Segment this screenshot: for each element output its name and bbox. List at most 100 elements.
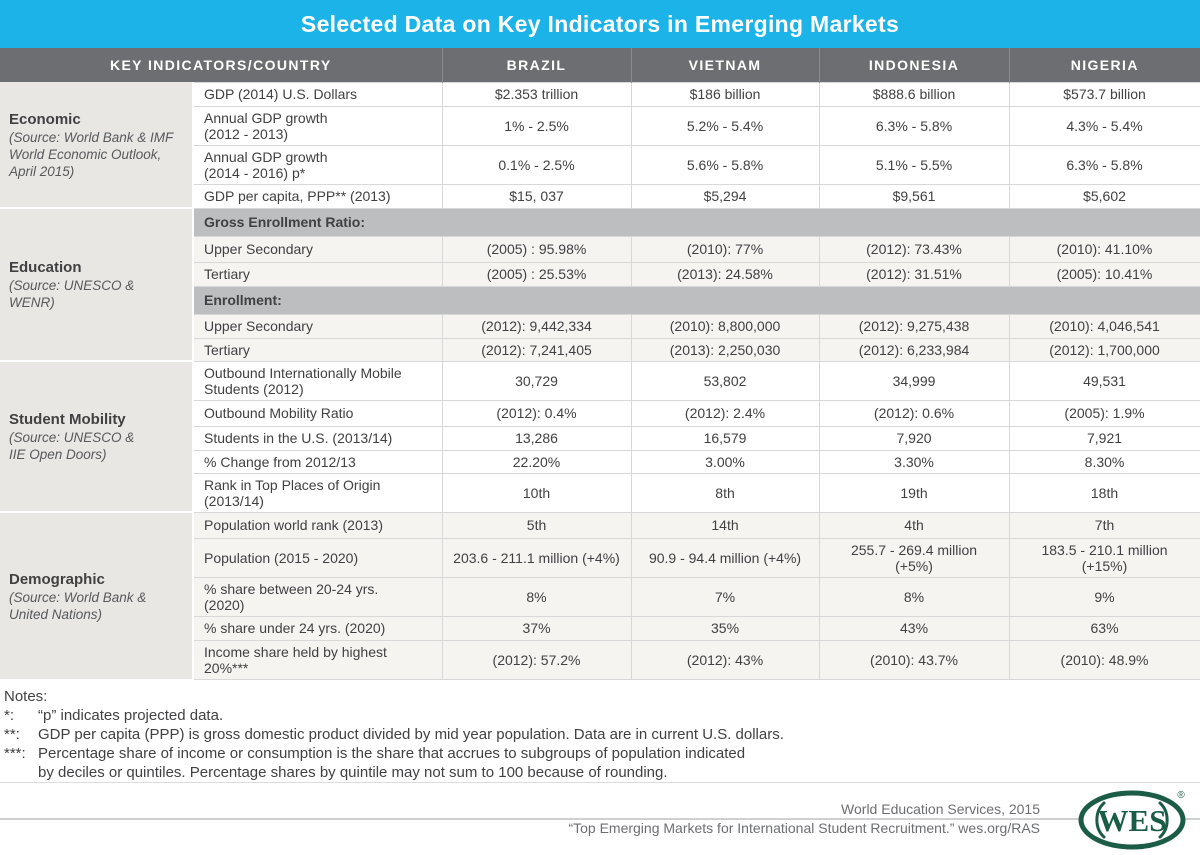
value-cell: (2010): 77% — [630, 235, 820, 263]
footer: World Education Services, 2015 “Top Emer… — [0, 781, 1200, 855]
value-cell: (2010): 43.7% — [818, 639, 1010, 680]
value-cell: 37% — [441, 615, 632, 641]
value-cell: (2012): 31.51% — [818, 261, 1010, 287]
value-cell: 5.1% - 5.5% — [818, 144, 1010, 185]
value-cell: (2010): 48.9% — [1008, 639, 1200, 680]
value-cell: $573.7 billion — [1008, 81, 1200, 107]
value-cell: 4.3% - 5.4% — [1008, 105, 1200, 146]
category-education: Education (Source: UNESCO & WENR) — [0, 207, 194, 361]
note-marker — [4, 763, 38, 782]
table-row: Tertiary (2005) : 25.53% (2013): 24.58% … — [0, 261, 1200, 287]
value-cell: 53,802 — [630, 360, 820, 401]
table-row: Population (2015 - 2020) 203.6 - 211.1 m… — [0, 537, 1200, 578]
table-row: Education (Source: UNESCO & WENR) Gross … — [0, 207, 1200, 361]
value-cell: (2005): 10.41% — [1008, 261, 1200, 287]
page-title: Selected Data on Key Indicators in Emerg… — [0, 0, 1200, 48]
value-cell: (2005) : 95.98% — [441, 235, 632, 263]
category-name: Economic — [9, 110, 81, 128]
value-cell: (2012): 43% — [630, 639, 820, 680]
value-cell: $15, 037 — [441, 183, 632, 209]
wes-logo: WES ® — [1078, 790, 1186, 849]
value-cell: 49,531 — [1008, 360, 1200, 401]
indicator-label: % Change from 2012/13 — [192, 449, 443, 474]
category-student-mobility: Student Mobility (Source: UNESCO & IIE O… — [0, 360, 194, 512]
value-cell: (2005) : 25.53% — [441, 261, 632, 287]
value-cell: 7,921 — [1008, 425, 1200, 451]
footer-line1: World Education Services, 2015 — [841, 800, 1040, 817]
value-cell: 63% — [1008, 615, 1200, 641]
value-cell: 30,729 — [441, 360, 632, 401]
indicator-label: Population world rank (2013) — [192, 511, 443, 539]
header-country-brazil: BRAZIL — [441, 48, 632, 82]
table-row: Annual GDP growth (2012 - 2013) 1% - 2.5… — [0, 105, 1200, 146]
indicator-label: Upper Secondary — [192, 313, 443, 339]
table-row: % Change from 2012/13 22.20% 3.00% 3.30%… — [0, 449, 1200, 474]
category-source: (Source: UNESCO & WENR) — [9, 278, 135, 310]
note-marker: **: — [4, 725, 20, 743]
value-cell: 13,286 — [441, 425, 632, 451]
table-header-row: KEY INDICATORS/COUNTRY BRAZIL VIETNAM IN… — [0, 48, 1200, 82]
table-row: GDP per capita, PPP** (2013) $15, 037 $5… — [0, 183, 1200, 209]
value-cell: (2010): 4,046,541 — [1008, 313, 1200, 339]
value-cell: 0.1% - 2.5% — [441, 144, 632, 185]
indicator-label: Population (2015 - 2020) — [192, 537, 443, 578]
value-cell: (2012): 73.43% — [818, 235, 1010, 263]
footer-attribution: World Education Services, 2015 “Top Emer… — [568, 800, 1040, 838]
indicator-label: GDP (2014) U.S. Dollars — [192, 81, 443, 107]
table-row: Rank in Top Places of Origin (2013/14) 1… — [0, 472, 1200, 513]
value-cell: (2012): 9,275,438 — [818, 313, 1010, 339]
notes-heading: Notes: — [4, 687, 48, 705]
note-line: ***: Percentage share of income or consu… — [4, 744, 1196, 763]
category-source: (Source: World Bank & IMF World Economic… — [9, 129, 174, 179]
indicator-label: Outbound Internationally Mobile Students… — [192, 360, 443, 401]
subheader-band: Gross Enrollment Ratio: — [193, 207, 1200, 237]
note-line: by deciles or quintiles. Percentage shar… — [4, 763, 1196, 782]
header-country-nigeria: NIGERIA — [1008, 48, 1200, 82]
value-cell: $9,561 — [818, 183, 1010, 209]
value-cell: 18th — [1008, 472, 1200, 513]
value-cell: 5.6% - 5.8% — [630, 144, 820, 185]
registered-mark: ® — [1177, 790, 1185, 801]
header-country-vietnam: VIETNAM — [630, 48, 820, 82]
value-cell: $186 billion — [630, 81, 820, 107]
value-cell: 6.3% - 5.8% — [1008, 144, 1200, 185]
value-cell: 34,999 — [818, 360, 1010, 401]
value-cell: 3.00% — [630, 449, 820, 474]
value-cell: 8.30% — [1008, 449, 1200, 474]
table-row: Annual GDP growth (2014 - 2016) p* 0.1% … — [0, 144, 1200, 185]
indicator-label: % share between 20-24 yrs. (2020) — [192, 576, 443, 617]
note-text: GDP per capita (PPP) is gross domestic p… — [38, 725, 784, 743]
value-cell: (2012): 0.4% — [441, 399, 632, 427]
value-cell: $888.6 billion — [818, 81, 1010, 107]
value-cell: (2013): 24.58% — [630, 261, 820, 287]
note-marker: *: — [4, 706, 15, 724]
category-demographic: Demographic (Source: World Bank & United… — [0, 511, 194, 679]
category-name: Demographic — [9, 570, 105, 588]
table-row: Economic (Source: World Bank & IMF World… — [0, 81, 1200, 208]
indicator-label: GDP per capita, PPP** (2013) — [192, 183, 443, 209]
header-key-indicators: KEY INDICATORS/COUNTRY — [0, 48, 443, 82]
value-cell: 16,579 — [630, 425, 820, 451]
value-cell: $5,602 — [1008, 183, 1200, 209]
subheader-band: Enrollment: — [193, 285, 1200, 315]
table-row: Student Mobility (Source: UNESCO & IIE O… — [0, 360, 1200, 512]
value-cell: $2.353 trillion — [441, 81, 632, 107]
value-cell: 8% — [818, 576, 1010, 617]
indicator-label: Tertiary — [192, 337, 443, 362]
value-cell: (2012): 6,233,984 — [818, 337, 1010, 362]
notes: Notes: *: “p” indicates projected data. … — [0, 680, 1200, 782]
note-text: by deciles or quintiles. Percentage shar… — [38, 763, 668, 781]
value-cell: 7,920 — [818, 425, 1010, 451]
value-cell: (2012): 57.2% — [441, 639, 632, 680]
table-row: Income share held by highest 20%*** (201… — [0, 639, 1200, 680]
value-cell: (2013): 2,250,030 — [630, 337, 820, 362]
value-cell: (2012): 7,241,405 — [441, 337, 632, 362]
value-cell: 7th — [1008, 511, 1200, 539]
value-cell: 1% - 2.5% — [441, 105, 632, 146]
category-economic: Economic (Source: World Bank & IMF World… — [0, 82, 194, 208]
value-cell: (2012): 2.4% — [630, 399, 820, 427]
indicator-label: Upper Secondary — [192, 235, 443, 263]
value-cell: 22.20% — [441, 449, 632, 474]
value-cell: (2012): 9,442,334 — [441, 313, 632, 339]
note-line: *: “p” indicates projected data. — [4, 706, 1196, 725]
